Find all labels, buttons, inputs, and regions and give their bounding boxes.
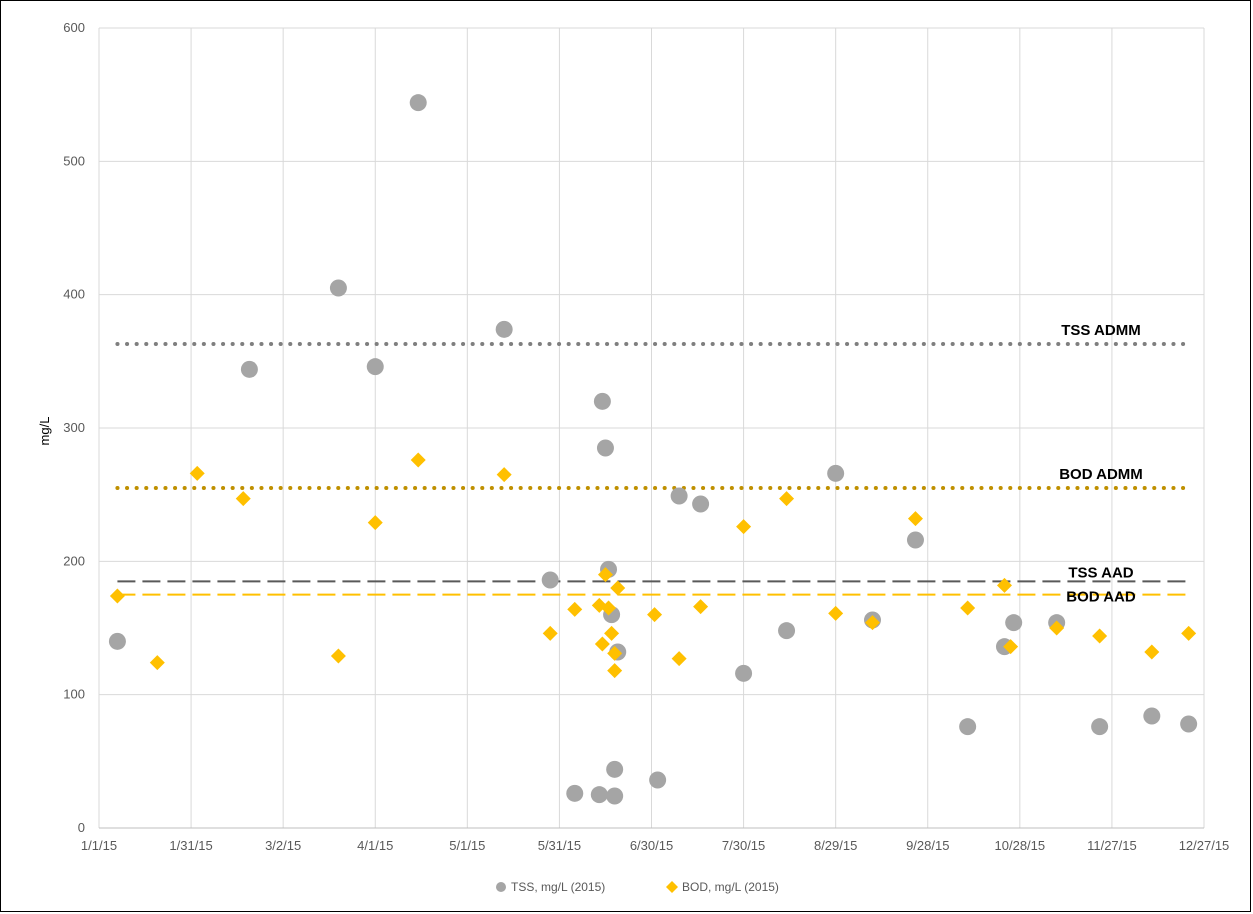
tss-point	[692, 495, 710, 513]
tss-point	[1143, 707, 1161, 725]
tss-point	[1005, 614, 1023, 632]
tss-point	[735, 664, 753, 682]
reference-line-label: BOD AAD	[1066, 589, 1136, 606]
tss-point	[590, 786, 608, 804]
tss-point	[778, 622, 796, 640]
bod-point	[610, 580, 626, 596]
bod-point	[367, 515, 383, 531]
bod-point	[1181, 625, 1197, 641]
y-tick-label: 300	[63, 420, 85, 435]
tss-point	[649, 771, 667, 789]
tick-labels: 1/1/15 1/31/15 3/2/15 4/1/15 5/1/15 5/31/15 6/…	[63, 20, 1229, 853]
tss-point	[827, 464, 845, 482]
x-tick-label: 5/31/15	[538, 838, 581, 853]
bod-point	[189, 465, 205, 481]
bod-point	[671, 651, 687, 667]
data-points	[108, 94, 1198, 805]
bod-point	[736, 519, 752, 535]
bod-point	[865, 615, 880, 631]
tss-point	[366, 358, 384, 376]
bod-point	[410, 452, 426, 468]
bod-point	[607, 645, 623, 661]
x-tick-label: 6/30/15	[630, 838, 673, 853]
bod-point	[235, 491, 251, 507]
bod-point	[779, 491, 795, 507]
bod-point	[647, 607, 663, 623]
tss-point	[906, 531, 924, 549]
bod-point	[542, 625, 558, 641]
x-tick-label: 8/29/15	[814, 838, 857, 853]
gridlines	[98, 27, 1205, 829]
tss-point	[1091, 718, 1109, 736]
bod-point	[1049, 620, 1065, 636]
bod-point	[601, 600, 617, 616]
y-tick-label: 200	[63, 553, 85, 568]
legend-bod-marker	[666, 881, 678, 893]
bod-point	[597, 567, 613, 583]
reference-line-label: TSS AAD	[1068, 564, 1133, 581]
tss-point	[108, 632, 126, 650]
bod-point	[1003, 639, 1019, 655]
bod-point	[1144, 644, 1160, 660]
x-tick-label: 7/30/15	[722, 838, 765, 853]
tss-point	[670, 487, 688, 505]
bod-point	[607, 663, 623, 679]
y-tick-label: 500	[63, 153, 85, 168]
tss-point	[596, 439, 614, 457]
x-tick-label: 3/2/15	[265, 838, 301, 853]
y-tick-label: 400	[63, 287, 85, 302]
bod-point	[567, 601, 583, 617]
reference-lines: TSS ADMM BOD ADMM TSS AAD BOD AAD	[115, 322, 1191, 606]
y-axis-title: mg/L	[37, 417, 52, 446]
bod-point	[1092, 628, 1108, 644]
bod-point	[604, 625, 620, 641]
tss-point	[959, 718, 977, 736]
bod-point	[828, 605, 844, 621]
bod-point	[594, 636, 610, 652]
x-tick-label: 4/1/15	[357, 838, 393, 853]
tss-point	[329, 279, 347, 297]
x-tick-label: 1/31/15	[169, 838, 212, 853]
tss-point	[566, 784, 584, 802]
tss-point	[541, 571, 559, 589]
tss-point	[606, 760, 624, 778]
legend-tss-label: TSS, mg/L (2015)	[511, 880, 605, 894]
bod-point	[149, 655, 165, 671]
x-tick-label: 10/28/15	[995, 838, 1046, 853]
x-tick-label: 12/27/15	[1179, 838, 1230, 853]
bod-point	[496, 467, 512, 483]
x-tick-label: 1/1/15	[81, 838, 117, 853]
bod-point	[996, 577, 1012, 593]
tss-point	[240, 360, 258, 378]
bod-point	[330, 648, 346, 664]
bod-point	[907, 511, 923, 527]
x-tick-label: 5/1/15	[449, 838, 485, 853]
reference-line-label: BOD ADMM	[1059, 466, 1143, 483]
y-tick-label: 600	[63, 20, 85, 35]
y-tick-label: 100	[63, 687, 85, 702]
tss-point	[409, 94, 427, 112]
legend: TSS, mg/L (2015) BOD, mg/L (2015)	[496, 880, 779, 894]
tss-point	[495, 320, 513, 338]
x-tick-label: 11/27/15	[1087, 838, 1137, 853]
bod-point	[693, 599, 709, 615]
tss-point	[593, 392, 611, 410]
y-tick-label: 0	[78, 820, 85, 835]
legend-bod-label: BOD, mg/L (2015)	[682, 880, 779, 894]
tss-point	[606, 787, 624, 805]
bod-point	[109, 588, 125, 604]
tss-point	[1180, 715, 1198, 733]
bod-point	[960, 600, 976, 616]
x-tick-label: 9/28/15	[906, 838, 949, 853]
reference-line-label: TSS ADMM	[1061, 322, 1140, 339]
legend-tss-marker	[496, 882, 506, 892]
